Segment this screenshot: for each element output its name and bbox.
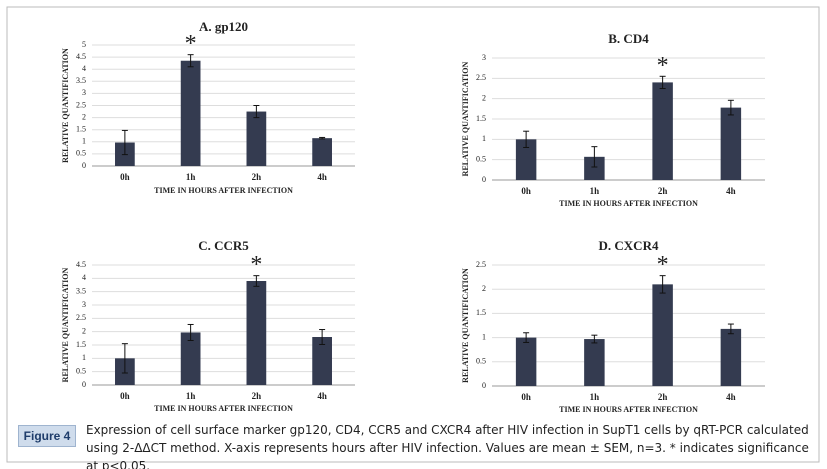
x-tick-label: 1h xyxy=(590,392,600,402)
x-tick-label: 4h xyxy=(317,391,327,401)
x-tick-label: 1h xyxy=(186,172,196,182)
x-tick-label: 4h xyxy=(726,392,736,402)
chart-title: B. CD4 xyxy=(608,31,649,46)
bar xyxy=(584,156,605,180)
y-tick-label: 0.5 xyxy=(76,366,86,375)
y-tick-label: 1.5 xyxy=(76,125,86,134)
x-tick-label: 4h xyxy=(317,172,327,182)
chart-title: A. gp120 xyxy=(199,19,248,34)
bar xyxy=(246,281,267,385)
y-tick-label: 4.5 xyxy=(76,52,86,61)
x-tick-label: 0h xyxy=(120,172,130,182)
x-tick-label: 1h xyxy=(590,186,600,196)
y-tick-label: 0.5 xyxy=(476,357,486,366)
significance-mark: * xyxy=(657,252,669,278)
caption-text: Expression of cell surface marker gp120,… xyxy=(86,423,809,469)
x-tick-label: 0h xyxy=(120,391,130,401)
bar xyxy=(720,328,742,386)
x-tick-label: 4h xyxy=(726,186,736,196)
y-axis-label: RELATIVE QUANTIFICATION xyxy=(61,48,70,163)
x-tick-label: 2h xyxy=(252,391,262,401)
chart-title: D. CXCR4 xyxy=(599,238,659,253)
y-tick-label: 0.5 xyxy=(476,154,486,163)
x-axis-label: TIME IN HOURS AFTER INFECTION xyxy=(154,186,293,195)
bar xyxy=(312,138,332,166)
y-tick-label: 2.5 xyxy=(76,100,86,109)
y-tick-label: 0 xyxy=(482,381,486,390)
x-tick-label: 2h xyxy=(658,392,668,402)
y-tick-label: 2 xyxy=(82,326,86,335)
bar xyxy=(652,284,673,386)
y-tick-label: 0 xyxy=(82,161,86,170)
y-axis-label: RELATIVE QUANTIFICATION xyxy=(461,268,470,383)
bar xyxy=(312,337,332,385)
x-tick-label: 2h xyxy=(252,172,262,182)
significance-mark: * xyxy=(185,31,197,57)
y-tick-label: 3.5 xyxy=(76,286,86,295)
x-axis-label: TIME IN HOURS AFTER INFECTION xyxy=(559,199,698,208)
y-tick-label: 3 xyxy=(482,53,486,62)
y-tick-label: 5 xyxy=(82,40,86,49)
y-tick-label: 2.5 xyxy=(476,260,486,269)
bar xyxy=(515,139,537,180)
y-tick-label: 2 xyxy=(482,93,486,102)
y-tick-label: 4.5 xyxy=(76,260,86,269)
y-tick-label: 1.5 xyxy=(76,340,86,349)
x-axis-label: TIME IN HOURS AFTER INFECTION xyxy=(559,405,698,414)
x-axis-label: TIME IN HOURS AFTER INFECTION xyxy=(154,404,293,413)
y-tick-label: 2.5 xyxy=(476,73,486,82)
y-tick-label: 4 xyxy=(82,273,86,282)
caption-label: Figure 4 xyxy=(18,425,76,447)
bar xyxy=(652,82,673,180)
y-tick-label: 3.5 xyxy=(76,76,86,85)
y-tick-label: 3 xyxy=(82,300,86,309)
bar xyxy=(246,111,267,166)
y-tick-label: 4 xyxy=(82,64,86,73)
chart-title: C. CCR5 xyxy=(198,238,249,253)
figure-border xyxy=(6,6,820,463)
y-tick-label: 3 xyxy=(82,88,86,97)
y-tick-label: 1 xyxy=(82,137,86,146)
y-tick-label: 1 xyxy=(482,134,486,143)
y-tick-label: 1 xyxy=(82,353,86,362)
y-axis-label: RELATIVE QUANTIFICATION xyxy=(461,61,470,176)
y-tick-label: 1.5 xyxy=(476,308,486,317)
y-tick-label: 2.5 xyxy=(76,313,86,322)
bar xyxy=(180,332,201,385)
bar xyxy=(515,337,537,386)
y-tick-label: 0 xyxy=(482,175,486,184)
bar xyxy=(720,107,742,180)
x-tick-label: 2h xyxy=(658,186,668,196)
x-tick-label: 0h xyxy=(521,186,531,196)
x-tick-label: 0h xyxy=(521,392,531,402)
bar xyxy=(584,339,605,386)
significance-mark: * xyxy=(657,53,669,79)
significance-mark: * xyxy=(250,252,262,278)
y-tick-label: 2 xyxy=(482,284,486,293)
y-axis-label: RELATIVE QUANTIFICATION xyxy=(61,267,70,382)
y-tick-label: 0 xyxy=(82,380,86,389)
bar xyxy=(180,60,201,167)
y-tick-label: 1 xyxy=(482,332,486,341)
y-tick-label: 0.5 xyxy=(76,149,86,158)
y-tick-label: 2 xyxy=(82,112,86,121)
x-tick-label: 1h xyxy=(186,391,196,401)
y-tick-label: 1.5 xyxy=(476,114,486,123)
